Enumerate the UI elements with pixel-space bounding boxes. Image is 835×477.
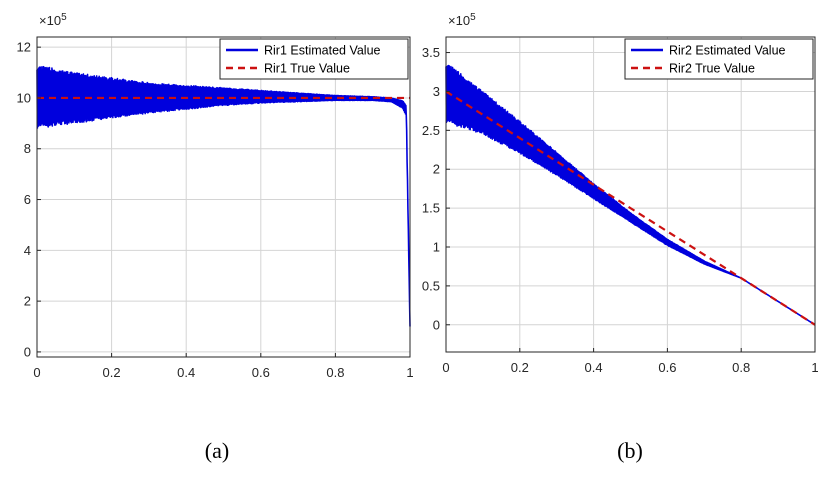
y-exponent-label: ×105 — [448, 12, 476, 28]
exponent-base: ×10 — [448, 13, 470, 28]
y-tick-label-3: 1.5 — [422, 201, 440, 216]
panel-caption-b: (b) — [617, 438, 643, 463]
x-tick-label-0: 0 — [33, 365, 40, 380]
y-tick-label-2: 4 — [24, 243, 31, 258]
legend-box — [219, 38, 409, 80]
legend-label-estimated: Rir2 Estimated Value — [669, 44, 786, 58]
x-tick-label-2: 0.4 — [585, 360, 603, 375]
exponent-power: 5 — [61, 12, 67, 23]
y-tick-label-2: 1 — [433, 240, 440, 255]
x-tick-label-3: 0.6 — [658, 360, 676, 375]
y-tick-label-1: 0.5 — [422, 278, 440, 293]
axes-box — [36, 36, 411, 358]
x-tick-label-0: 0 — [442, 360, 449, 375]
y-tick-label-5: 2.5 — [422, 123, 440, 138]
y-tick-label-3: 6 — [24, 192, 31, 207]
legend-label-true: Rir2 True Value — [669, 62, 755, 76]
y-tick-label-5: 10 — [17, 90, 31, 105]
chart-panel-b: 0 0.2 0.4 0.6 0.8 1 0 0.5 1 1.5 2 2.5 3 3.5 ×105 Rir2 E… — [422, 12, 819, 463]
y-tick-label-7: 3.5 — [422, 45, 440, 60]
y-tick-label-1: 2 — [24, 294, 31, 309]
series-estimated-line — [36, 65, 411, 327]
legend-label-true: Rir1 True Value — [264, 62, 350, 76]
y-tick-label-0: 0 — [24, 344, 31, 359]
y-tick-label-4: 8 — [24, 141, 31, 156]
y-tick-label-6: 3 — [433, 84, 440, 99]
exponent-base: ×10 — [39, 13, 61, 28]
legend-box — [624, 38, 814, 80]
x-tick-label-5: 1 — [406, 365, 413, 380]
x-tick-label-1: 0.2 — [103, 365, 121, 380]
x-tick-label-4: 0.8 — [732, 360, 750, 375]
y-tick-label-0: 0 — [433, 317, 440, 332]
axes-box — [445, 36, 816, 353]
y-tick-label-6: 12 — [17, 40, 31, 55]
plot-area — [446, 37, 815, 352]
y-exponent-label: ×105 — [39, 12, 67, 28]
y-tick-label-4: 2 — [433, 162, 440, 177]
legend: Rir1 Estimated Value Rir1 True Value — [219, 38, 409, 80]
legend: Rir2 Estimated Value Rir2 True Value — [624, 38, 814, 80]
x-tick-label-4: 0.8 — [326, 365, 344, 380]
x-tick-label-3: 0.6 — [252, 365, 270, 380]
panel-caption-a: (a) — [205, 438, 229, 463]
series-true-line — [445, 90, 816, 326]
x-tick-label-2: 0.4 — [177, 365, 195, 380]
x-tick-label-5: 1 — [811, 360, 818, 375]
x-tick-label-1: 0.2 — [511, 360, 529, 375]
exponent-power: 5 — [470, 12, 476, 23]
legend-label-estimated: Rir1 Estimated Value — [264, 44, 381, 58]
